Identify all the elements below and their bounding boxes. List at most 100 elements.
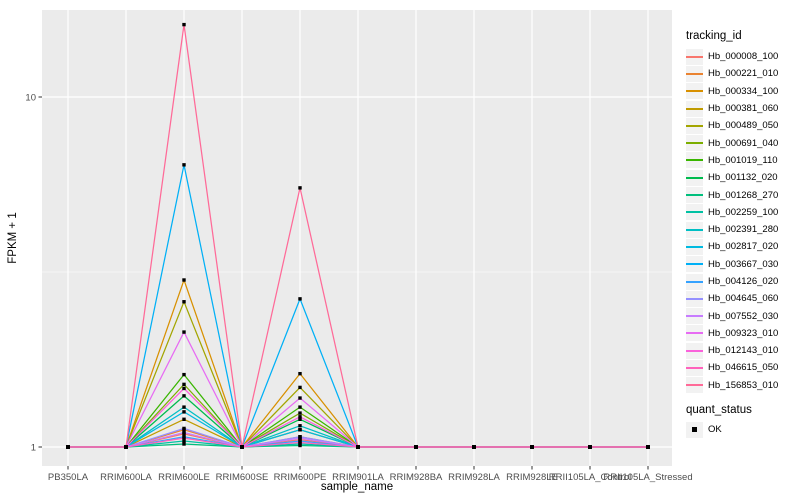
legend-color-line [686,332,703,335]
square-point-icon [692,427,697,433]
legend-color-line [686,297,703,300]
x-tick-label: PB350LA [48,472,89,483]
x-tick-label: RRIM928LA [448,472,500,483]
legend-item-label: Hb_001132_020 [708,172,778,184]
x-tick-label: RRIM928BA [390,472,443,483]
data-point [472,445,476,449]
data-point [298,417,302,421]
data-point [298,428,302,432]
legend-item-label: Hb_003667_030 [708,258,779,270]
data-point [182,430,186,435]
data-point [298,415,302,419]
x-tick-label: RRIM901LA [332,472,384,483]
legend-item-label: Hb_002817_020 [708,241,779,253]
legend-item-label: Hb_000221_010 [708,68,779,80]
data-point [298,396,302,400]
legend-item-label: Hb_001019_110 [708,154,778,166]
legend-key-swatch [686,65,703,82]
data-point [182,278,186,282]
data-point [182,426,186,431]
legend-item-label: Hb_009323_010 [708,327,779,339]
legend-item-Hb_007552_030: Hb_007552_030 [686,307,800,325]
legend-item-label: Hb_007552_030 [708,310,779,322]
data-point [298,371,302,376]
legend-item-Hb_000381_060: Hb_000381_060 [686,100,800,117]
legend-key-swatch [686,83,703,100]
data-point [530,445,534,449]
x-tick-label: RRII105LA_Stressed [603,472,692,483]
legend-key-swatch [686,342,703,359]
legend-key-swatch [686,308,703,325]
x-tick-label: RRIM928LE [506,472,558,483]
legend-color-line [686,90,703,93]
legend-item-Hb_000691_040: Hb_000691_040 [686,134,800,152]
data-point [414,445,418,449]
legend-item-Hb_001019_110: Hb_001019_110 [686,152,800,169]
legend-color-line [686,107,703,110]
legend-items: Hb_000008_100 Hb_000221_010 Hb_000334_100 H… [686,48,800,394]
legend-item-Hb_001132_020: Hb_001132_020 [686,169,800,186]
legend-item-Hb_000221_010: Hb_000221_010 [686,65,800,82]
legend-item-Hb_000489_050: Hb_000489_050 [686,117,800,134]
data-point [298,297,302,301]
legend-color-line [686,72,703,75]
data-point [182,436,186,440]
legend-color-line [686,194,703,197]
x-tick-label: RRII105LA_Control [549,472,631,483]
legend-color-line [686,245,703,248]
panel-background [42,10,672,466]
legend-item-label: Hb_046615_050 [708,362,779,374]
legend-color-line [686,263,703,266]
legend-item-label: Hb_156853_010 [708,379,779,391]
data-point [182,300,186,304]
x-tick-label: RRIM600LE [158,472,210,483]
legend-key-swatch [686,152,703,169]
data-point [182,410,186,414]
legend-item-label: Hb_000334_100 [708,85,779,97]
legend: tracking_id Hb_000008_100 Hb_000221_010 Hb… [686,30,800,438]
y-tick-label: 1 [31,443,36,454]
y-axis-title: FPKM + 1 [7,212,19,264]
legend-key-swatch [686,290,703,307]
legend-item-Hb_009323_010: Hb_009323_010 [686,325,800,342]
data-point [298,424,302,428]
data-point [298,405,302,409]
data-point [298,440,302,445]
legend-item-Hb_001268_270: Hb_001268_270 [686,186,800,204]
data-point [182,394,186,398]
data-point [182,372,186,377]
legend-item-Hb_156853_010: Hb_156853_010 [686,377,800,394]
legend-key-swatch [686,256,703,273]
legend-item-Hb_012143_010: Hb_012143_010 [686,342,800,359]
data-point [182,22,186,27]
data-point [298,411,302,415]
data-point [298,436,302,440]
legend-item-Hb_002817_020: Hb_002817_020 [686,238,800,255]
data-point [124,445,128,449]
data-point [240,445,244,449]
legend-color-line [686,55,703,58]
data-point [66,445,70,449]
data-point [298,186,302,190]
data-point [182,442,186,446]
legend-key-swatch [686,359,703,376]
legend-color-line [686,176,703,179]
quant-status-item-OK: OK [686,421,800,438]
legend-item-Hb_046615_050: Hb_046615_050 [686,359,800,376]
x-axis-title: sample_name [320,481,394,493]
data-point [182,382,186,387]
legend-item-Hb_004126_020: Hb_004126_020 [686,273,800,290]
quant-status-label: OK [708,424,722,436]
data-point [298,385,302,390]
legend-color-line [686,349,703,352]
legend-item-Hb_002391_280: Hb_002391_280 [686,221,800,238]
legend-item-label: Hb_001268_270 [708,189,779,201]
data-point [182,439,186,443]
legend-item-Hb_004645_060: Hb_004645_060 [686,290,800,307]
quant-status-key-swatch [686,421,703,438]
legend-key-swatch [686,100,703,117]
legend-title-quant-status: quant_status [686,403,752,416]
legend-color-line [686,384,703,387]
data-point [588,445,592,449]
